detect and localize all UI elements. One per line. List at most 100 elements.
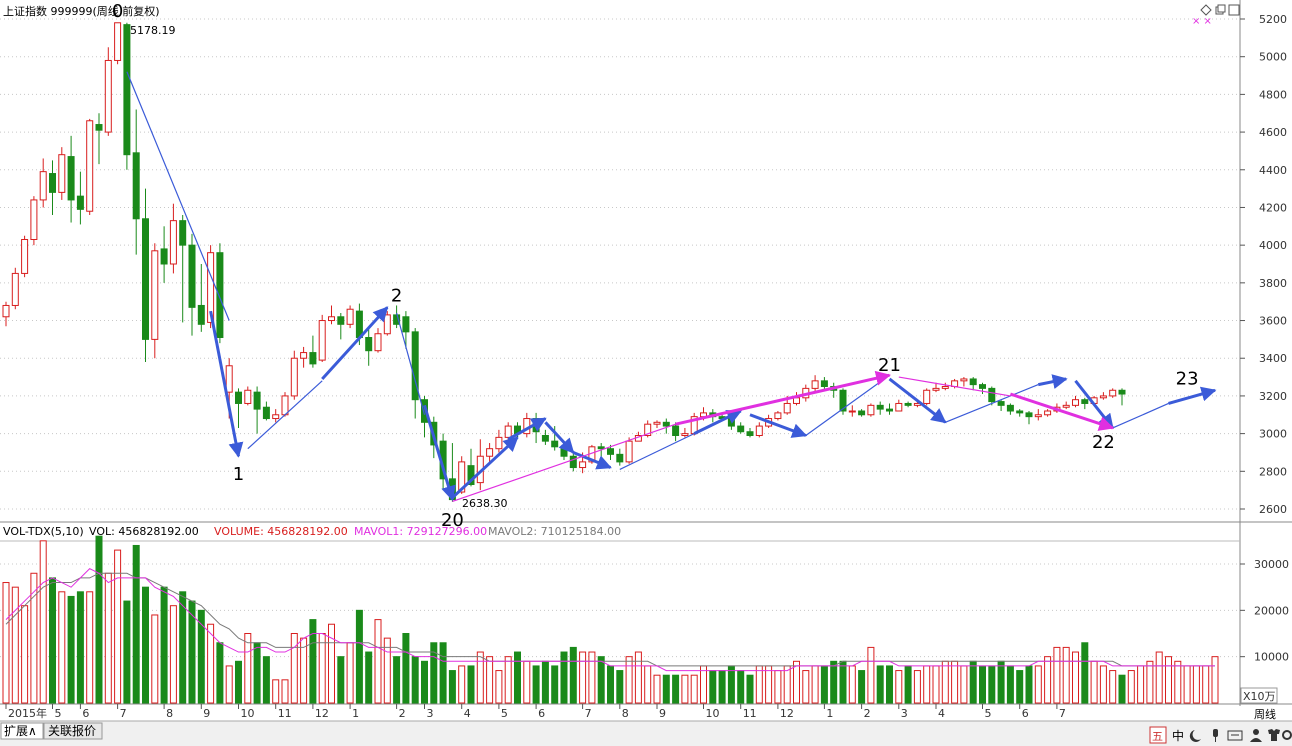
price-tick-label: 3400	[1259, 352, 1287, 365]
candle	[895, 399, 903, 412]
restore-icon[interactable]	[1215, 4, 1226, 15]
wave-line	[619, 433, 695, 470]
candle	[21, 235, 29, 278]
volume-bar	[448, 670, 456, 704]
wave-line	[507, 417, 547, 441]
time-tick-label: 3	[427, 707, 434, 720]
ime-lang-label[interactable]: 中	[1172, 728, 1184, 743]
candle	[365, 328, 373, 366]
candle	[49, 160, 56, 215]
candle	[1081, 397, 1089, 410]
candle	[114, 22, 122, 65]
price-tick-label: 3600	[1259, 315, 1287, 328]
candle	[179, 215, 187, 323]
mavol1-value: MAVOL1: 729127296.00	[354, 525, 487, 538]
price-tick-label: 2600	[1259, 503, 1287, 516]
time-tick-label: 4	[938, 707, 945, 720]
wave-point-label: 22	[1092, 432, 1115, 453]
volume-bar	[737, 670, 745, 704]
volume-bar	[1044, 656, 1052, 704]
candle	[374, 328, 382, 353]
volume-bar	[290, 633, 298, 704]
volume-bar	[114, 549, 122, 704]
wave-line	[572, 451, 612, 470]
mavol2-line	[5, 572, 1215, 667]
gear-icon[interactable]	[1282, 730, 1292, 740]
candle	[123, 22, 131, 170]
candle	[58, 147, 66, 200]
volume-bar	[21, 605, 29, 704]
volume-bar	[244, 633, 252, 704]
candle	[95, 113, 103, 165]
volume-bar	[67, 595, 75, 704]
related-button-frame[interactable]	[43, 722, 103, 740]
shirt-icon[interactable]	[1268, 729, 1280, 741]
volume-bar	[95, 535, 103, 704]
candle	[495, 429, 503, 453]
volume-bar	[207, 623, 215, 704]
expand-button-frame[interactable]	[0, 722, 44, 740]
volume-tick-label: 30000	[1254, 558, 1289, 571]
volume-bar	[11, 586, 19, 704]
volume-bar	[1155, 651, 1163, 704]
wave-line	[1112, 402, 1169, 429]
candle	[1109, 388, 1117, 398]
time-tick-label: 3	[901, 707, 908, 720]
expand-button[interactable]: 扩展∧	[4, 724, 37, 738]
candle	[318, 314, 326, 362]
user-icon[interactable]	[1250, 729, 1262, 742]
related-button[interactable]: 关联报价	[48, 723, 96, 738]
candle	[625, 437, 633, 464]
time-tick-label: 8	[166, 707, 173, 720]
moon-icon[interactable]	[1189, 730, 1201, 742]
volume-bar	[848, 665, 856, 704]
volume-bar	[216, 642, 224, 704]
candlestick-series	[2, 22, 1126, 502]
candle	[1025, 411, 1033, 425]
volume-bar	[467, 665, 475, 704]
volume-bar	[160, 586, 168, 704]
volume-bar	[355, 609, 363, 704]
magenta-cross-icon: × ×	[1192, 16, 1212, 27]
volume-axis: 10000 20000 30000	[1240, 558, 1289, 664]
volume-bar	[225, 665, 233, 704]
candle	[30, 196, 38, 246]
period-label: 周线	[1254, 707, 1276, 721]
mic-icon[interactable]	[1213, 729, 1218, 742]
candle	[969, 377, 977, 391]
candle	[76, 171, 84, 225]
volume-bar	[913, 670, 921, 704]
candle	[1034, 409, 1042, 421]
diamond-icon[interactable]	[1200, 4, 1212, 16]
candle	[681, 427, 689, 438]
volume-bar	[793, 660, 800, 704]
volume-bar	[886, 665, 893, 704]
volume-bar	[393, 656, 401, 704]
wave-line	[321, 306, 389, 380]
time-tick-label: 6	[1022, 707, 1029, 720]
volume-bar	[151, 614, 159, 704]
volume-bar	[541, 660, 549, 704]
wave-line	[209, 310, 244, 458]
candle	[216, 243, 224, 344]
volume-bar	[718, 670, 726, 704]
candle	[151, 243, 159, 359]
volume-grid	[0, 563, 1240, 658]
time-tick-label: 12	[315, 707, 329, 720]
candle	[820, 377, 828, 391]
wave-line	[451, 436, 519, 499]
wave-point-label: 2	[391, 285, 402, 306]
close-icon[interactable]	[1228, 4, 1240, 16]
volume-bar	[765, 665, 773, 704]
volume-bar	[755, 665, 763, 704]
price-tick-label: 5000	[1259, 51, 1287, 64]
high-price-label: 5178.19	[130, 24, 176, 37]
volume-bar	[988, 665, 996, 704]
ime-tray[interactable]: 五 中	[1149, 726, 1292, 744]
volume-bar	[1109, 670, 1117, 704]
keyboard-icon[interactable]	[1227, 730, 1243, 741]
volume-bar	[997, 660, 1005, 704]
candle	[142, 188, 149, 362]
time-tick-label: 7	[1059, 707, 1066, 720]
price-tick-label: 5200	[1259, 13, 1287, 26]
